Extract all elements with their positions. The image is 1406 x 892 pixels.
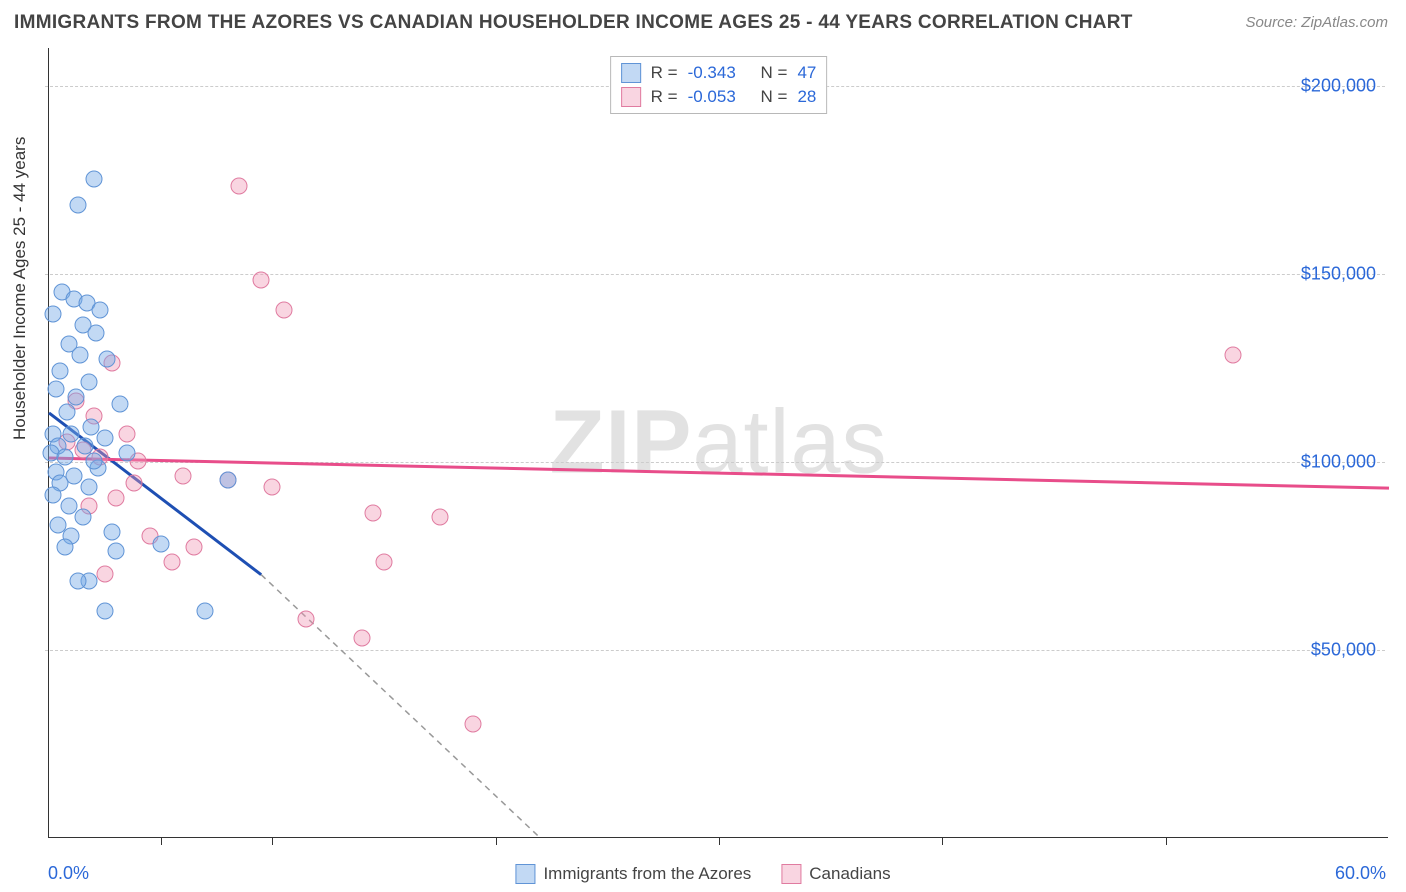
scatter-point — [353, 629, 370, 646]
swatch-azores — [621, 63, 641, 83]
scatter-point — [253, 272, 270, 289]
scatter-point — [197, 603, 214, 620]
scatter-point — [70, 197, 87, 214]
x-tick — [1166, 837, 1167, 845]
scatter-point — [112, 396, 129, 413]
scatter-point — [81, 479, 98, 496]
scatter-point — [56, 449, 73, 466]
scatter-point — [85, 452, 102, 469]
scatter-point — [52, 362, 69, 379]
n-label: N = — [761, 87, 788, 107]
scatter-point — [96, 603, 113, 620]
scatter-point — [275, 302, 292, 319]
scatter-point — [81, 373, 98, 390]
swatch-canadians — [621, 87, 641, 107]
scatter-point — [364, 505, 381, 522]
swatch-canadians-icon — [781, 864, 801, 884]
scatter-point — [119, 426, 136, 443]
scatter-point — [72, 347, 89, 364]
r-label: R = — [651, 63, 678, 83]
chart-title: IMMIGRANTS FROM THE AZORES VS CANADIAN H… — [14, 12, 1133, 34]
scatter-point — [163, 554, 180, 571]
scatter-point — [67, 388, 84, 405]
x-tick — [719, 837, 720, 845]
legend-label-azores: Immigrants from the Azores — [543, 864, 751, 884]
scatter-point — [219, 471, 236, 488]
n-value-azores: 47 — [797, 63, 816, 83]
r-value-azores: -0.343 — [688, 63, 736, 83]
scatter-point — [264, 479, 281, 496]
scatter-point — [108, 490, 125, 507]
scatter-point — [297, 610, 314, 627]
legend-row-azores: R = -0.343 N = 47 — [621, 61, 817, 85]
scatter-point — [108, 543, 125, 560]
y-axis-label: Householder Income Ages 25 - 44 years — [10, 137, 30, 440]
legend-label-canadians: Canadians — [809, 864, 890, 884]
scatter-point — [186, 539, 203, 556]
legend-row-canadians: R = -0.053 N = 28 — [621, 85, 817, 109]
legend-item-azores: Immigrants from the Azores — [515, 864, 751, 884]
plot-area: ZIPatlas $50,000$100,000$150,000$200,000… — [48, 48, 1388, 838]
x-tick — [496, 837, 497, 845]
scatter-point — [465, 716, 482, 733]
scatter-point — [119, 445, 136, 462]
scatter-point — [45, 306, 62, 323]
scatter-point — [47, 381, 64, 398]
scatter-point — [1224, 347, 1241, 364]
x-tick — [272, 837, 273, 845]
scatter-point — [96, 430, 113, 447]
swatch-azores-icon — [515, 864, 535, 884]
n-label: N = — [761, 63, 788, 83]
legend-item-canadians: Canadians — [781, 864, 890, 884]
scatter-point — [175, 467, 192, 484]
scatter-point — [230, 178, 247, 195]
scatter-point — [70, 573, 87, 590]
scatter-point — [431, 509, 448, 526]
correlation-legend: R = -0.343 N = 47 R = -0.053 N = 28 — [610, 56, 828, 114]
r-value-canadians: -0.053 — [688, 87, 736, 107]
scatter-point — [56, 539, 73, 556]
x-tick — [161, 837, 162, 845]
scatter-point — [125, 475, 142, 492]
n-value-canadians: 28 — [797, 87, 816, 107]
scatter-point — [85, 170, 102, 187]
r-label: R = — [651, 87, 678, 107]
scatter-point — [99, 351, 116, 368]
scatter-point — [152, 535, 169, 552]
scatter-point — [87, 324, 104, 341]
series-legend: Immigrants from the Azores Canadians — [515, 864, 890, 884]
scatter-point — [74, 509, 91, 526]
scatter-point — [103, 524, 120, 541]
x-axis-end-label: 60.0% — [1335, 863, 1386, 884]
scatter-point — [45, 486, 62, 503]
trend-line — [49, 458, 1389, 488]
scatter-point — [58, 403, 75, 420]
x-axis-start-label: 0.0% — [48, 863, 89, 884]
trend-lines — [49, 48, 1388, 837]
scatter-point — [92, 302, 109, 319]
scatter-point — [96, 565, 113, 582]
x-tick — [942, 837, 943, 845]
source-attribution: Source: ZipAtlas.com — [1245, 14, 1388, 31]
scatter-point — [376, 554, 393, 571]
